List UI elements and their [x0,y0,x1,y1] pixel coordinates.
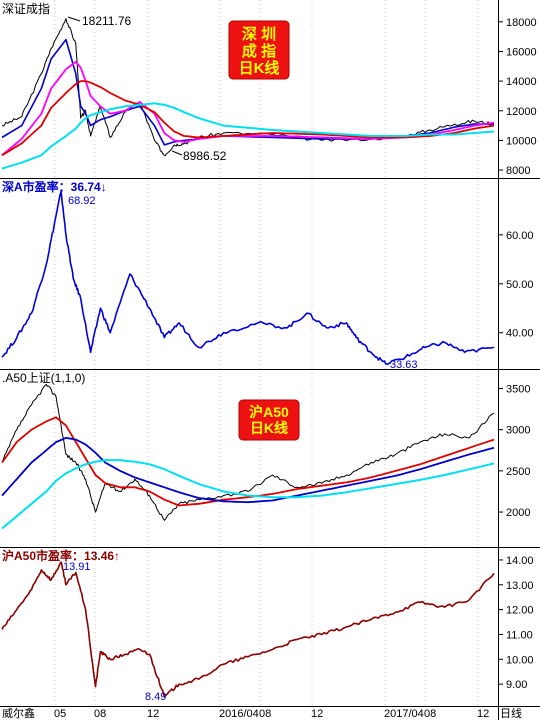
y-tick-label: 3500 [506,383,530,395]
panel4-low-label: 8.49 [145,691,166,703]
y-tick-label: 9.00 [506,679,527,691]
panel4-title: 沪A50市盈率：13.46↑ [2,548,120,563]
brand-label: 威尔鑫 [2,706,35,720]
panel1-low-leader [171,150,183,156]
panel1-badge-bg [228,20,290,80]
y-tick-label: 16000 [506,46,537,58]
y-tick-label: 50.00 [506,279,534,291]
y-tick-label: 11.00 [506,629,533,641]
series-line-p3-4 [1,459,495,530]
panel1-badge-line2: 成 指 [242,42,276,60]
y-tick-label: 2500 [506,466,530,478]
series-line-p2-1 [1,190,495,365]
series-line-p4-1 [1,561,495,698]
time-tick-label: 2017/04 [384,708,424,720]
series-line-p1-4 [1,80,495,156]
panel3-title: .A50上证(1,1,0) [2,371,85,385]
panel2-low-label: 33.63 [390,359,418,371]
panel1-badge-line1: 深 圳 [242,25,276,43]
y-tick-label: 60.00 [506,230,534,242]
time-tick-label: 12 [477,708,489,720]
panel1-badge-line3: 日K线 [239,59,280,77]
panel3-badge-line2: 日K线 [250,420,288,436]
time-tick-label: 12 [311,708,323,720]
panel1-high-leader [67,16,81,22]
panel3-badge: 沪A50 日K线 [238,399,300,441]
panel2-high-label: 68.92 [68,195,96,207]
panel1-low-label: 8986.52 [183,149,227,163]
time-tick-label: 2016/04 [219,708,259,720]
y-tick-label: 12000 [506,106,537,118]
y-tick-label: 10.00 [506,654,534,666]
time-tick-label: 12 [147,708,159,720]
y-tick-label: 12.00 [506,605,534,617]
y-tick-label: 10000 [506,135,537,147]
y-tick-label: 13.00 [506,580,534,592]
panel1-title: 深证成指 [2,1,50,16]
panel2-title: 深A市盈率：36.74↓ [2,179,107,194]
y-tick-label: 14000 [506,76,537,88]
axis-unit-label: 日线 [500,706,522,720]
time-tick-label: 08 [259,708,271,720]
panel1-badge: 深 圳 成 指 日K线 [228,20,290,80]
time-tick-label: 05 [54,708,66,720]
y-tick-label: 40.00 [506,328,534,340]
time-axis-labels: 05 08 12 2016/04 08 12 2017/04 08 12 [54,708,489,720]
y-tick-label: 2000 [506,507,530,519]
panel1-high-label: 18211.76 [82,14,131,28]
time-tick-label: 08 [424,708,436,720]
series-line-p3-3 [1,437,495,504]
series-line-p1-5 [1,102,495,170]
time-tick-label: 08 [94,708,106,720]
y-tick-label: 3000 [506,425,530,437]
y-tick-layer: 18000 16000 14000 12000 10000 8000 60.00 50.00 4… [498,17,537,691]
series-line-p3-1 [1,383,495,521]
panel3-badge-line1: 沪A50 [249,404,289,420]
panel3-badge-bg [238,399,300,441]
series-line-p3-2 [1,416,495,507]
series-layer [1,18,495,698]
panel4-high-label: 13.91 [63,561,91,573]
y-tick-label: 8000 [506,165,530,177]
grid-layer [54,0,479,706]
y-tick-label: 18000 [506,17,537,29]
y-tick-label: 14.00 [506,555,534,567]
